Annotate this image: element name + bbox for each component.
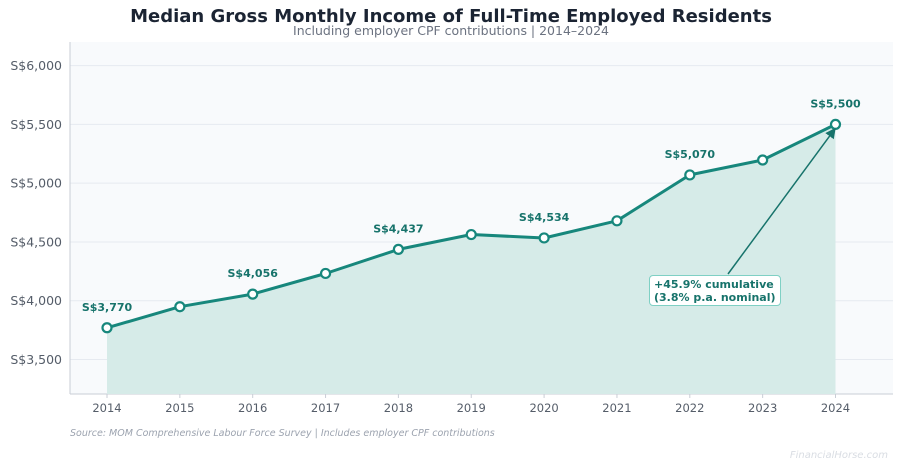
y-tick-label: S$5,500 bbox=[10, 117, 62, 132]
data-point bbox=[101, 322, 113, 334]
x-tick-label: 2022 bbox=[675, 401, 704, 415]
data-label: S$4,534 bbox=[519, 211, 570, 224]
source-note: Source: MOM Comprehensive Labour Force S… bbox=[70, 428, 495, 439]
x-tick-label: 2014 bbox=[92, 401, 121, 415]
data-point bbox=[465, 228, 477, 241]
data-point bbox=[611, 215, 623, 227]
annotation-box: +45.9% cumulative (3.8% p.a. nominal) bbox=[649, 275, 781, 306]
x-tick-label: 2017 bbox=[311, 401, 340, 415]
y-tick-label: S$5,000 bbox=[10, 176, 62, 191]
area-fill bbox=[107, 124, 836, 395]
chart-title: Median Gross Monthly Income of Full-Time… bbox=[130, 6, 772, 27]
data-point bbox=[829, 118, 842, 131]
annotation-arrow-line bbox=[727, 127, 836, 275]
annotation-arrow bbox=[727, 127, 836, 275]
data-point bbox=[538, 232, 550, 244]
x-tick-label: 2018 bbox=[384, 401, 413, 415]
data-label: S$4,056 bbox=[228, 267, 279, 280]
x-tick-label: 2015 bbox=[165, 401, 194, 415]
data-label: S$5,070 bbox=[665, 148, 716, 161]
tick-labels: S$3,500 S$4,000 S$4,500 S$5,000 S$5,500 S$6,0… bbox=[10, 58, 850, 415]
data-point bbox=[392, 243, 404, 255]
y-tick-label: S$4,000 bbox=[10, 293, 62, 308]
y-tick-label: S$6,000 bbox=[10, 58, 62, 73]
data-label: S$4,437 bbox=[373, 222, 423, 235]
x-tick-label: 2023 bbox=[748, 401, 777, 415]
data-point bbox=[319, 267, 332, 280]
x-tick-label: 2016 bbox=[238, 401, 267, 415]
data-labels: S$3,770 S$4,056 S$4,437 S$4,534 S$5,070 S$5,5… bbox=[82, 97, 861, 313]
y-tick-label: S$3,500 bbox=[10, 352, 62, 367]
data-label: S$5,500 bbox=[810, 97, 861, 110]
data-points bbox=[101, 118, 842, 334]
data-point bbox=[757, 154, 769, 166]
data-point bbox=[684, 169, 696, 181]
annotation-line-1: +45.9% cumulative bbox=[654, 278, 774, 291]
x-tick-label: 2024 bbox=[821, 401, 850, 415]
annotation-line-2: (3.8% p.a. nominal) bbox=[654, 291, 776, 304]
x-tick-label: 2020 bbox=[529, 401, 558, 415]
x-tick-label: 2019 bbox=[457, 401, 486, 415]
watermark: FinancialHorse.com bbox=[789, 450, 888, 461]
chart-subtitle: Including employer CPF contributions | 2… bbox=[293, 23, 609, 38]
x-tick-label: 2021 bbox=[602, 401, 631, 415]
data-point bbox=[247, 288, 259, 300]
data-point bbox=[174, 301, 186, 313]
data-label: S$3,770 bbox=[82, 301, 133, 314]
y-tick-label: S$4,500 bbox=[10, 234, 62, 249]
